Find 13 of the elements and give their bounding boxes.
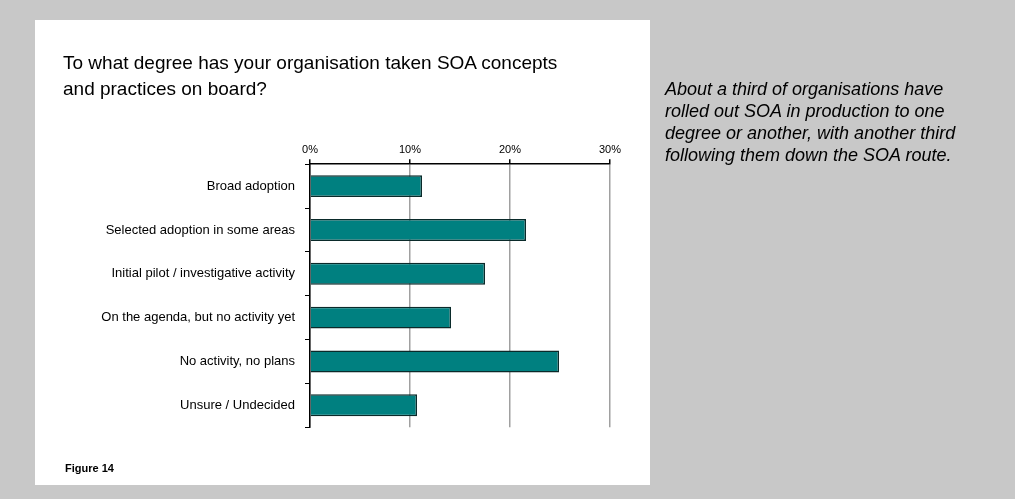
x-tick-label: 0% [302, 142, 319, 155]
caption: Figure 14 [65, 462, 114, 474]
y-tick-label: Unsure / Undecided [180, 396, 295, 412]
x-tick-label: 20% [498, 142, 522, 155]
y-tick-label: On the agenda, but no activity yet [101, 309, 296, 325]
y-tick-label: Broad adoption [206, 177, 295, 193]
chart-title: To what degree has your organisation taken SOA concepts and practices on board? [63, 51, 559, 101]
x-tick-label: 10% [398, 142, 422, 155]
x-tick-label: 30% [598, 142, 622, 155]
y-tick-label: Selected adoption in some areas [105, 221, 296, 237]
y-tick-label: Initial pilot / investigative activity [111, 265, 296, 281]
text: About a third of organisations have rolled out SOA in production to one degree or another, with another third following them down the SOA route. [665, 78, 957, 166]
y-tick-label: No activity, no plans [179, 353, 296, 369]
